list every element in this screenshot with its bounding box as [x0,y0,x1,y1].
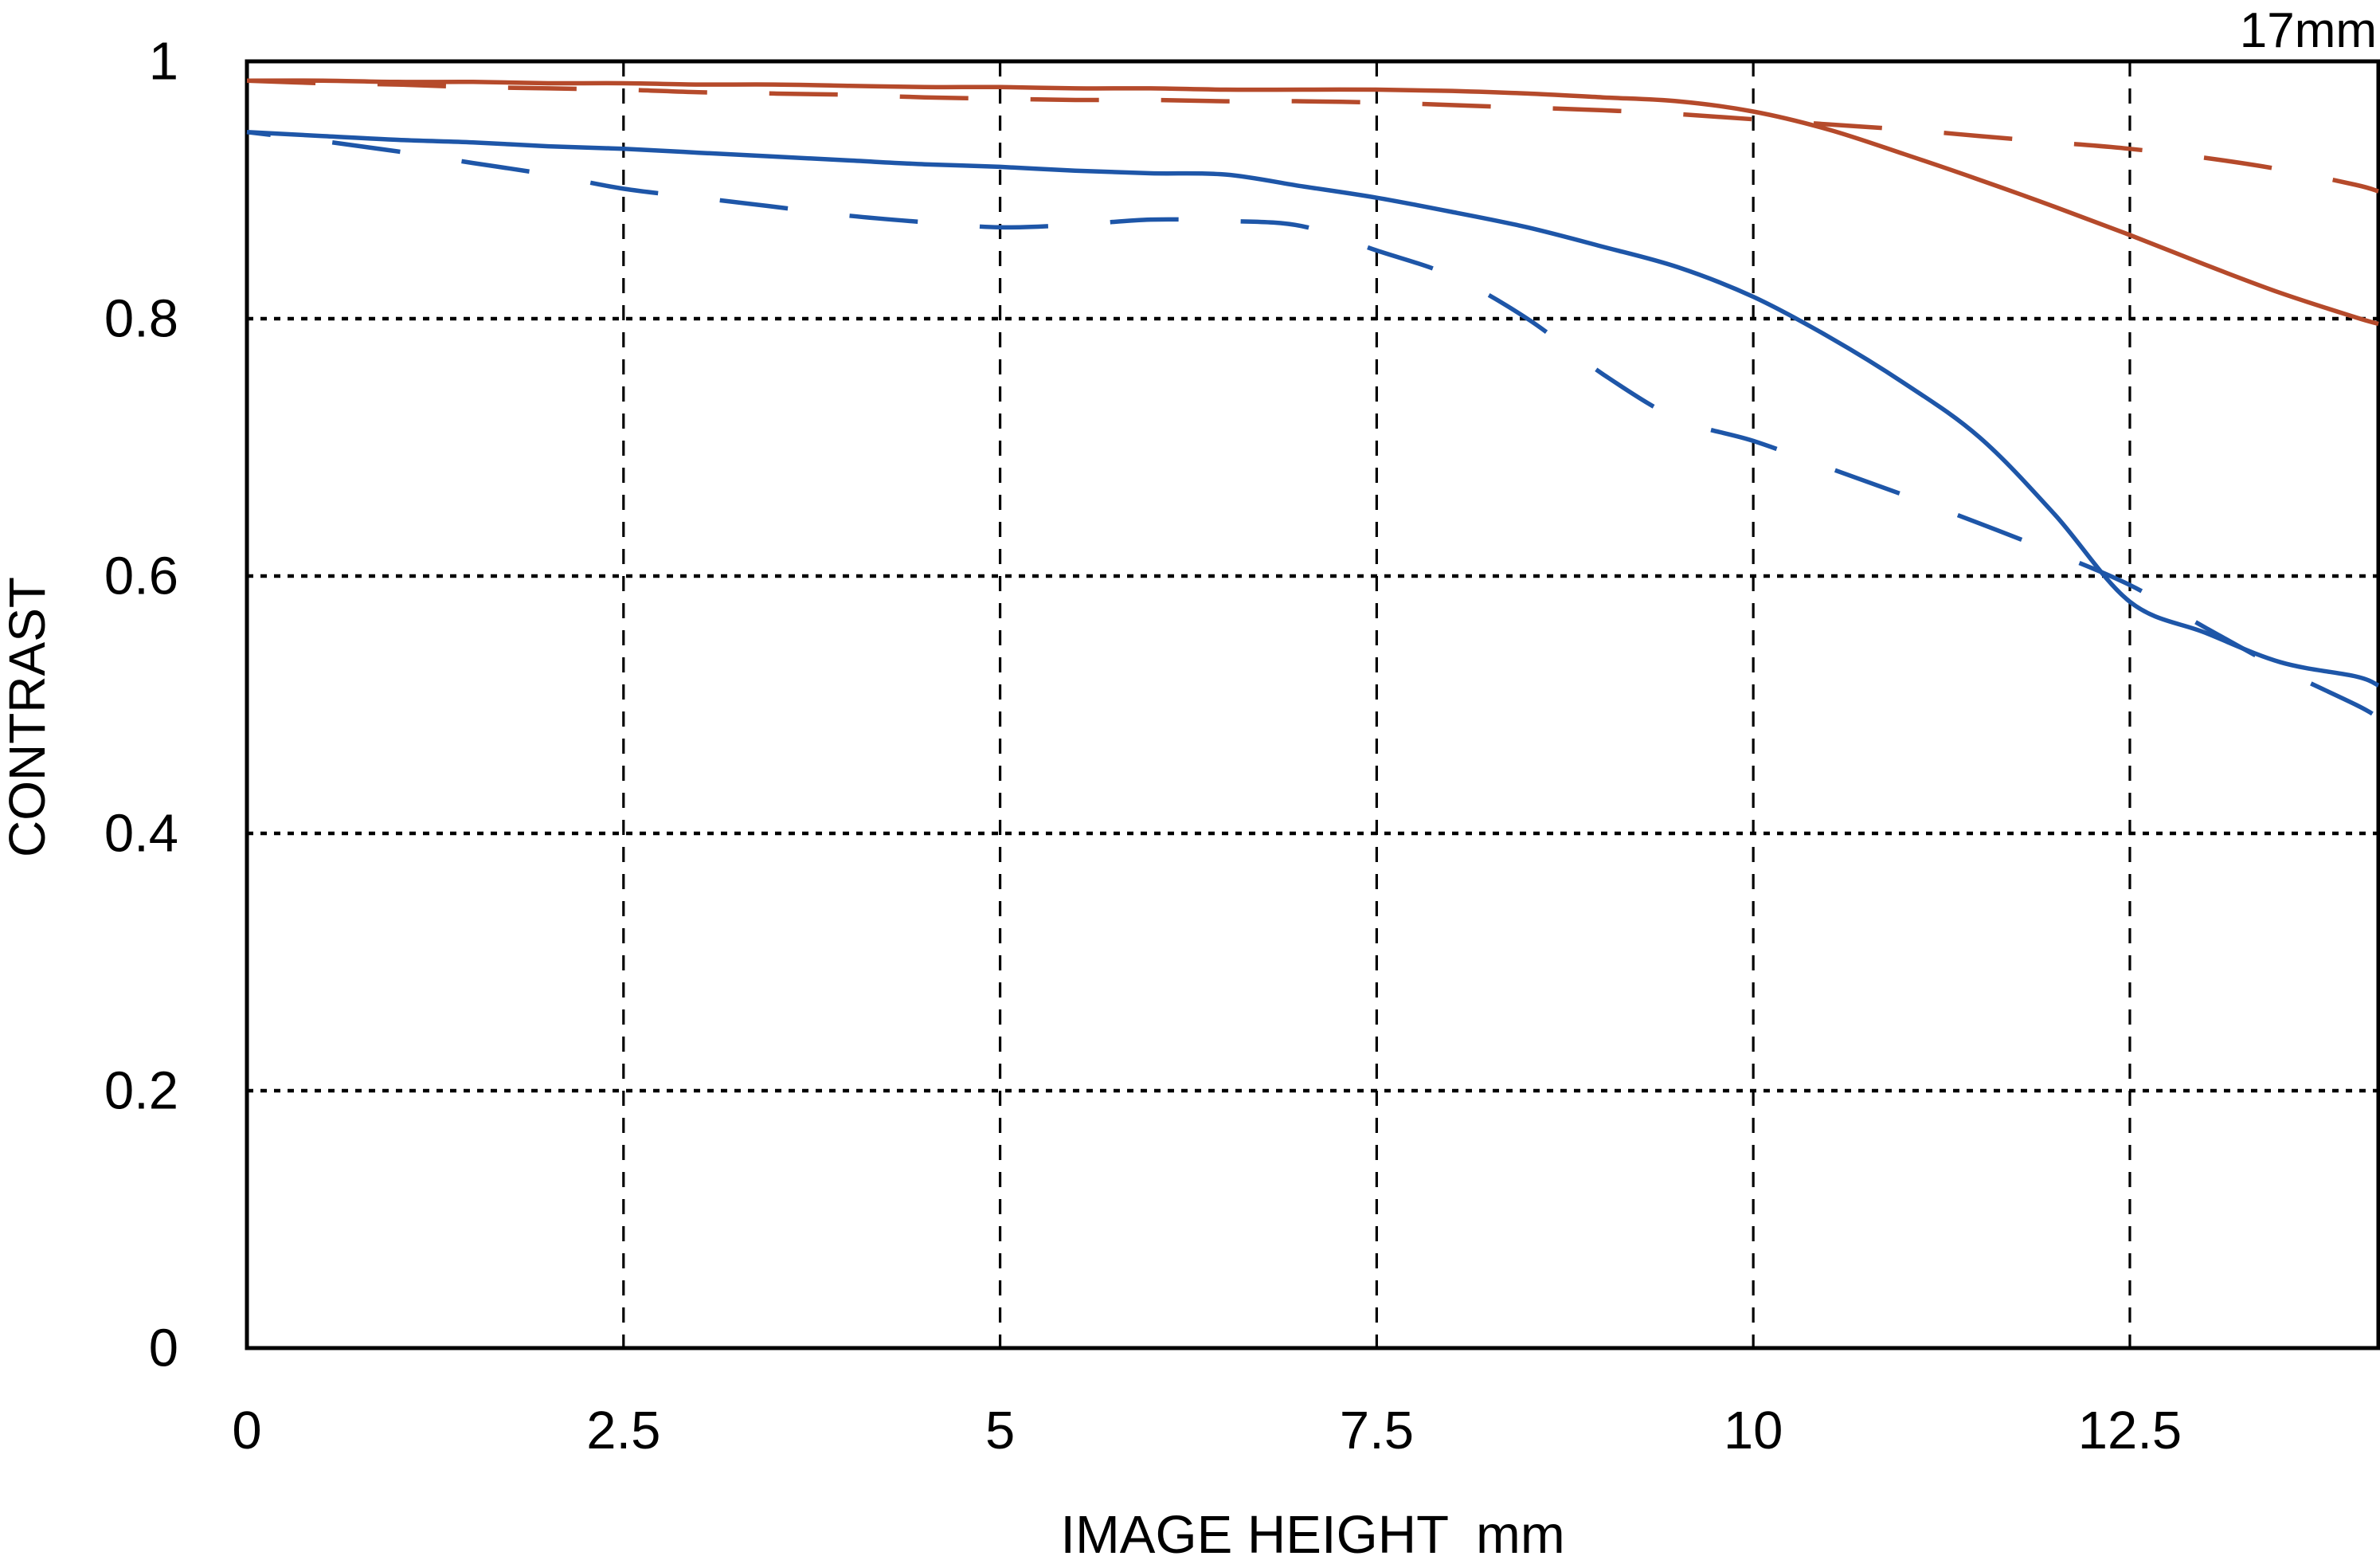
x-tick-label: 12.5 [2077,1401,2182,1460]
x-tick-label: 0 [232,1401,262,1460]
curve-red-dashed [246,78,2379,194]
x-axis-unit: mm [1476,1505,1565,1556]
x-axis-title-text: IMAGE HEIGHT [1060,1505,1450,1556]
chart-title: 17mm [2239,3,2377,58]
y-tick-label: 0.6 [104,546,178,606]
y-tick-label: 1 [148,31,178,92]
x-tick-label: 2.5 [586,1401,661,1460]
x-tick-label: 5 [984,1401,1016,1460]
x-axis-title: IMAGE HEIGHT mm [1060,1508,1564,1556]
curve-blue-solid [246,130,2380,688]
y-axis-title: CONTRAST [0,577,56,857]
x-tick-label: 7.5 [1339,1401,1414,1460]
y-tick-label: 0.2 [104,1060,178,1121]
y-tick-label: 0 [148,1318,178,1378]
x-tick-label: 10 [1723,1401,1783,1460]
curve-red-solid [246,78,2379,327]
y-tick-label: 0.4 [104,803,178,864]
plot-border [245,59,2380,1350]
y-tick-label: 0.8 [104,288,178,349]
curve-blue-dashed [246,130,2380,720]
